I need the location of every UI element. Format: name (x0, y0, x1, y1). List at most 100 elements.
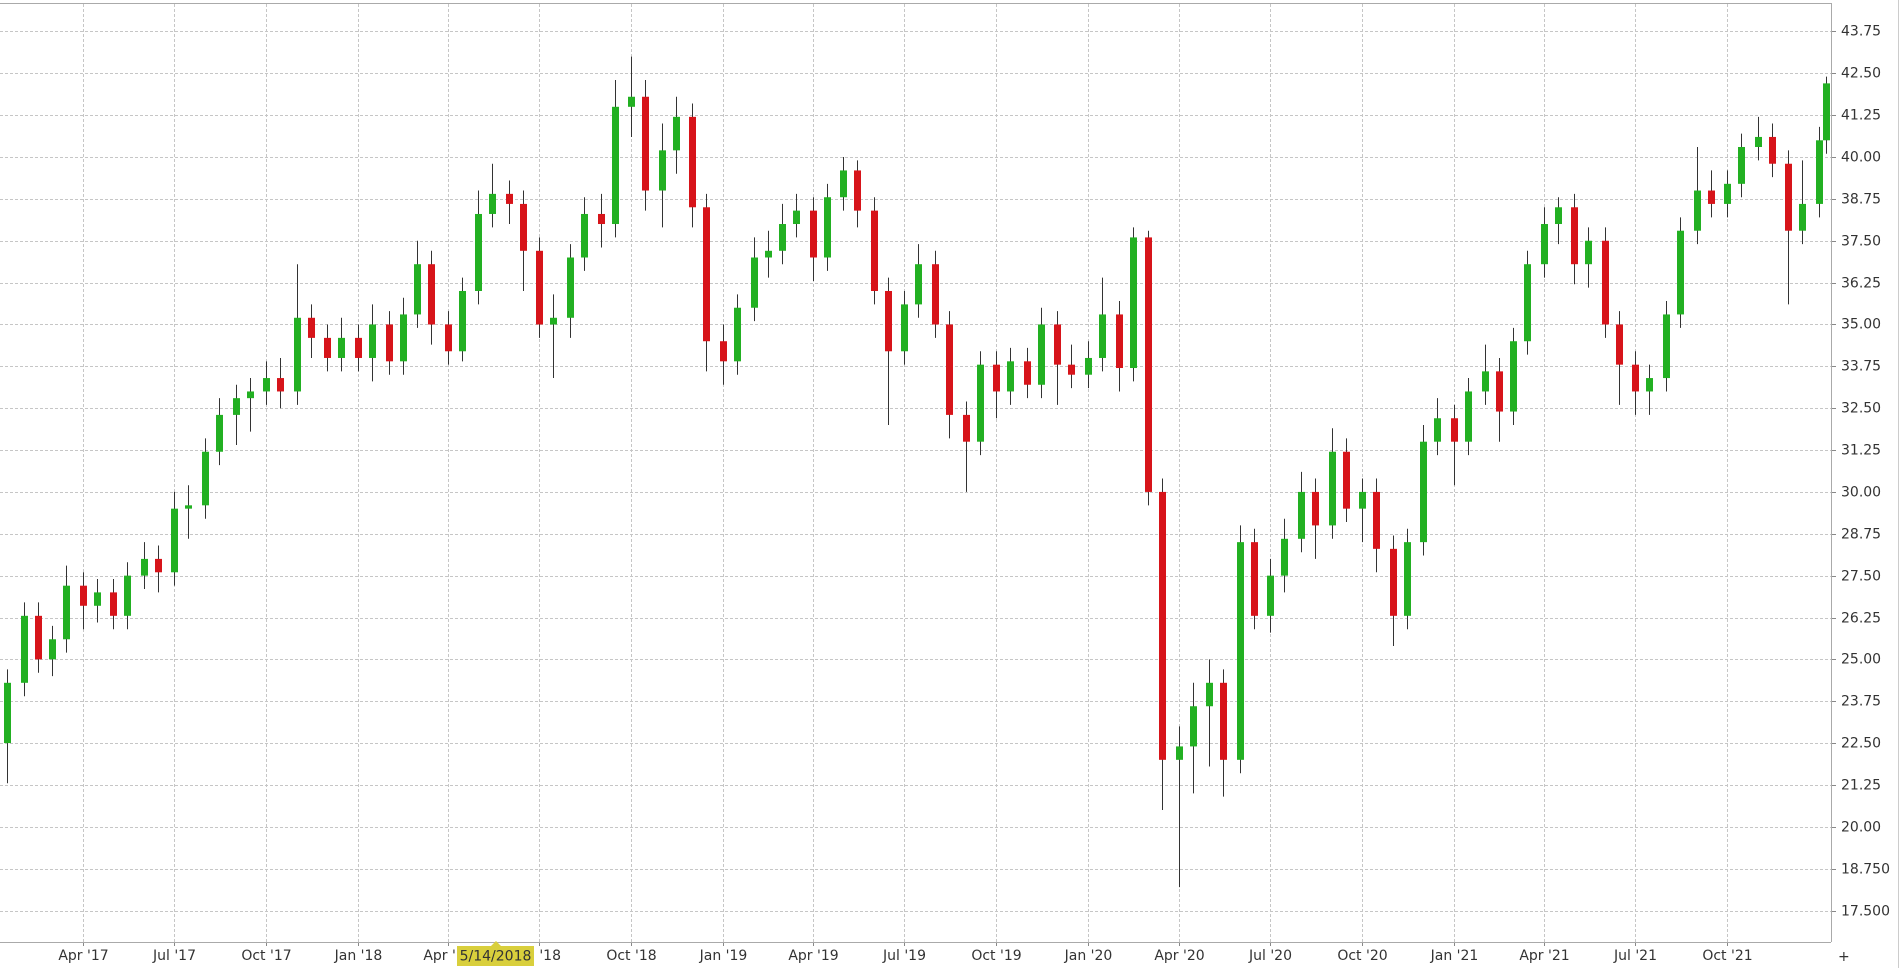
candle-body (247, 391, 254, 399)
x-tick-label: Apr '19 (788, 948, 838, 964)
candle-body (1024, 361, 1031, 385)
candle-body (581, 213, 588, 258)
x-tick-label: Oct '21 (1702, 948, 1752, 964)
candle-body (1823, 83, 1830, 141)
candle-body (35, 615, 42, 660)
candle-body (520, 203, 527, 251)
y-tick-label: 27.50 (1841, 569, 1881, 585)
y-tick-label: 32.50 (1841, 401, 1881, 417)
y-tick-label: 30.00 (1841, 485, 1881, 501)
candle-body (793, 210, 800, 225)
candle-body (4, 682, 11, 744)
candle-body (703, 207, 710, 342)
y-tick-label: 42.50 (1841, 66, 1881, 82)
candle-body (155, 558, 162, 573)
crosshair-caret (491, 941, 501, 946)
candle-body (1555, 207, 1562, 225)
candle-body (263, 378, 270, 392)
candle-body (550, 317, 557, 325)
x-tick-label: Jan '18 (334, 948, 383, 964)
candle-body (734, 307, 741, 362)
candle-body (1206, 682, 1213, 707)
candle-body (1329, 451, 1336, 526)
candle-body (1524, 264, 1531, 342)
candle-body (963, 414, 970, 442)
y-tick-label: 38.75 (1841, 192, 1881, 208)
candle-body (779, 224, 786, 251)
candle-body (1116, 314, 1123, 369)
y-tick-label: 40.00 (1841, 150, 1881, 166)
candle-body (1769, 136, 1776, 164)
candle-body (1237, 542, 1244, 760)
candle-body (21, 615, 28, 683)
y-tick-label: 17.500 (1841, 904, 1890, 920)
candle-body (1541, 224, 1548, 265)
x-tick-label: Oct '17 (241, 948, 291, 964)
candle-body (1451, 418, 1458, 442)
candle-body (110, 592, 117, 616)
crosshair-label: 5/14/2018 (460, 949, 532, 965)
y-tick-label: 33.75 (1841, 359, 1881, 375)
candle-body (1373, 491, 1380, 549)
candle-body (854, 170, 861, 211)
x-tick-label: Apr '20 (1154, 948, 1204, 964)
x-tick-label: Jul '21 (1613, 948, 1657, 964)
y-tick-label: 25.00 (1841, 652, 1881, 668)
x-tick-label: Jan '19 (699, 948, 748, 964)
candle-body (489, 193, 496, 214)
candle-body (369, 324, 376, 358)
candle-body (1220, 682, 1227, 760)
y-tick-label: 35.00 (1841, 317, 1881, 333)
candle-body (765, 250, 772, 258)
x-tick-label: Apr '17 (58, 948, 108, 964)
candle-body (324, 337, 331, 358)
x-tick-label: Oct '18 (606, 948, 656, 964)
x-tick-label: Jul '19 (882, 948, 926, 964)
x-tick-label: Oct '20 (1337, 948, 1387, 964)
candle-body (1404, 542, 1411, 616)
candle-body (80, 585, 87, 606)
candle-body (1068, 364, 1075, 375)
candle-body (94, 592, 101, 606)
candle-body (1130, 237, 1137, 369)
candle-body (1755, 136, 1762, 147)
candle-body (277, 378, 284, 392)
candle-body (294, 317, 301, 392)
candle-body (1482, 371, 1489, 392)
candle-body (459, 290, 466, 352)
candle-body (338, 337, 345, 358)
candle-body (751, 257, 758, 308)
candle-body (1632, 364, 1639, 392)
candle-body (915, 264, 922, 305)
candle-body (185, 505, 192, 509)
candle-body (1359, 491, 1366, 509)
candle-body (63, 585, 70, 640)
candle-body (840, 170, 847, 198)
candle-body (1007, 361, 1014, 392)
y-tick-label: 36.25 (1841, 276, 1881, 292)
candle-body (1159, 491, 1166, 760)
candle-body (428, 264, 435, 325)
candle-body (598, 213, 605, 225)
y-tick-label: 18.750 (1841, 862, 1890, 878)
y-tick-label: 37.50 (1841, 234, 1881, 250)
candle-body (386, 324, 393, 362)
crosshair-tooltip: 5/14/2018 (457, 941, 534, 966)
candle-body (1799, 203, 1806, 231)
candle-body (1176, 746, 1183, 760)
x-tick-label: Jan '20 (1064, 948, 1113, 964)
candle-body (932, 264, 939, 325)
y-tick-label: 28.75 (1841, 527, 1881, 543)
candle-body (567, 257, 574, 318)
x-tick-label: Jan '21 (1430, 948, 1479, 964)
candle-body (445, 324, 452, 352)
candle-body (1190, 706, 1197, 747)
candle-body (1724, 183, 1731, 204)
y-tick-label: 41.25 (1841, 108, 1881, 124)
y-tick-label: 26.25 (1841, 611, 1881, 627)
candle-body (1602, 240, 1609, 325)
candle-body (308, 317, 315, 338)
candle-body (1496, 371, 1503, 412)
candle-body (824, 197, 831, 258)
